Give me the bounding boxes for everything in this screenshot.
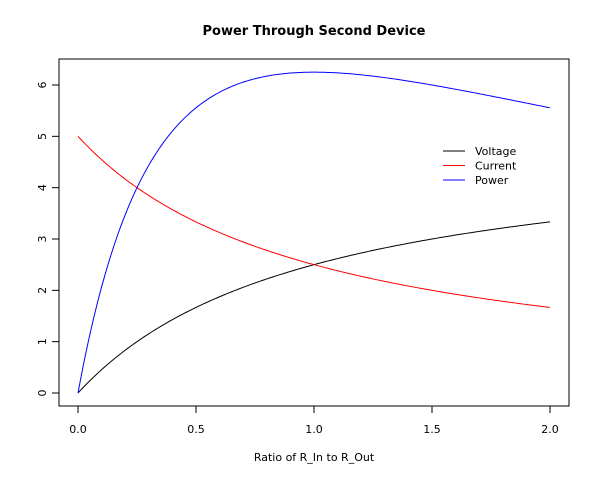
x-tick-label: 0.5 — [187, 423, 205, 436]
y-tick-label: 0 — [36, 390, 49, 397]
x-axis: 0.0 0.5 1.0 1.5 2.0 — [69, 405, 559, 436]
line-current — [77, 135, 551, 308]
line-voltage — [77, 221, 551, 394]
y-tick-label: 1 — [36, 338, 49, 345]
x-tick-label: 1.0 — [305, 423, 323, 436]
plot-frame — [58, 58, 570, 407]
plot-lines — [77, 71, 551, 394]
line-power — [77, 71, 551, 394]
x-axis-label: Ratio of R_In to R_Out — [254, 451, 375, 464]
x-tick-label: 2.0 — [541, 423, 559, 436]
y-tick-label: 5 — [36, 133, 49, 140]
y-tick-label: 3 — [36, 236, 49, 243]
x-tick-label: 1.5 — [423, 423, 441, 436]
chart-title: Power Through Second Device — [203, 24, 426, 39]
y-tick-label: 6 — [36, 82, 49, 89]
legend-label-power: Power — [475, 174, 509, 187]
y-tick-label: 2 — [36, 287, 49, 294]
x-tick-label: 0.0 — [69, 423, 87, 436]
legend-label-current: Current — [475, 160, 517, 173]
y-tick-label: 4 — [36, 184, 49, 191]
legend-label-voltage: Voltage — [475, 145, 516, 158]
y-axis: 0 1 2 3 4 5 6 — [36, 82, 60, 397]
